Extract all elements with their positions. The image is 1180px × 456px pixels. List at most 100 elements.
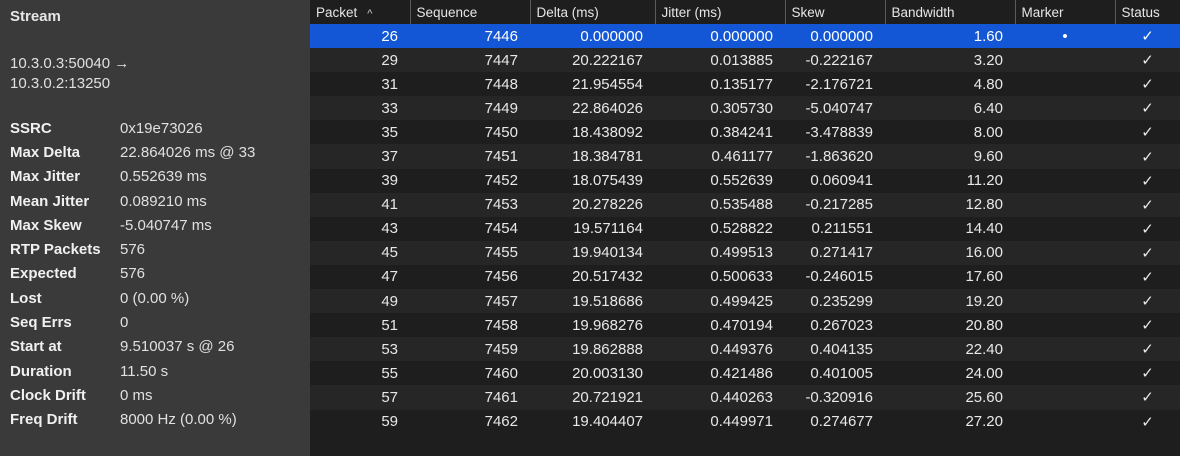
stat-value: 0 ms <box>120 386 153 404</box>
stream-panel-title: Stream <box>10 8 61 25</box>
stream-source-address: 10.3.0.3:50040 → <box>10 55 130 72</box>
cell-sequence: 7450 <box>484 123 518 141</box>
cell-delta: 21.954554 <box>572 75 643 93</box>
column-header-status[interactable]: Status <box>1114 0 1180 24</box>
cell-skew: 0.401005 <box>810 364 873 382</box>
cell-delta: 22.864026 <box>572 99 643 117</box>
table-row[interactable]: 35 7450 18.438092 0.384241 -3.478839 8.00 ✓ <box>310 120 1180 145</box>
cell-bandwidth: 3.20 <box>973 51 1003 69</box>
column-header-sequence[interactable]: Sequence <box>409 0 530 24</box>
table-row[interactable]: 49 7457 19.518686 0.499425 0.235299 19.20 ✓ <box>310 289 1180 314</box>
cell-delta: 19.518686 <box>572 292 643 310</box>
table-row[interactable]: 41 7453 20.278226 0.535488 -0.217285 12.80 ✓ <box>310 192 1180 217</box>
column-header-skew[interactable]: Skew <box>784 0 885 24</box>
cell-marker <box>1015 169 1115 193</box>
column-header-marker[interactable]: Marker <box>1014 0 1115 24</box>
stream-stats: SSRC 0x19e73026 Max Delta 22.864026 ms @ 33… <box>10 116 310 432</box>
cell-status: ✓ <box>1141 341 1154 359</box>
cell-jitter: 0.449376 <box>710 340 773 358</box>
cell-delta: 20.721921 <box>572 388 643 406</box>
stat-label: Clock Drift <box>10 386 86 404</box>
cell-bandwidth: 11.20 <box>966 172 1003 190</box>
cell-packet: 57 <box>381 388 398 406</box>
column-header-packet[interactable]: Packet ^ <box>316 4 373 20</box>
table-row[interactable]: 37 7451 18.384781 0.461177 -1.863620 9.60 ✓ <box>310 144 1180 169</box>
packet-table-container[interactable]: Packet ^ Sequence Delta (ms) Jitter (ms) … <box>310 0 1180 456</box>
cell-delta: 18.438092 <box>572 123 643 141</box>
stat-row: Max Jitter 0.552639 ms <box>10 165 310 189</box>
stat-label: Seq Errs <box>10 314 72 332</box>
column-header-jitter[interactable]: Jitter (ms) <box>654 0 785 24</box>
cell-packet: 59 <box>381 413 398 431</box>
stat-row: Freq Drift 8000 Hz (0.00 %) <box>10 408 310 432</box>
cell-status: ✓ <box>1141 76 1154 94</box>
stream-info-panel: Stream 10.3.0.3:50040 → 10.3.0.2:13250 S… <box>0 0 310 456</box>
cell-jitter: 0.440263 <box>710 388 773 406</box>
cell-delta: 18.384781 <box>572 148 643 166</box>
stat-row: Max Delta 22.864026 ms @ 33 <box>10 140 310 164</box>
table-row[interactable]: 45 7455 19.940134 0.499513 0.271417 16.00 ✓ <box>310 240 1180 265</box>
table-row[interactable]: 26 7446 0.000000 0.000000 0.000000 1.60 • ✓ <box>310 24 1180 49</box>
cell-jitter: 0.013885 <box>710 51 773 69</box>
cell-delta: 19.940134 <box>572 244 643 262</box>
cell-bandwidth: 16.00 <box>965 244 1003 262</box>
stat-row: Duration 11.50 s <box>10 359 310 383</box>
stat-label: Max Skew <box>10 216 82 234</box>
table-row[interactable]: 53 7459 19.862888 0.449376 0.404135 22.40 ✓ <box>310 337 1180 362</box>
cell-status: ✓ <box>1141 244 1154 262</box>
stat-value: 0 <box>120 314 129 332</box>
cell-packet: 33 <box>381 99 398 117</box>
stat-row: Max Skew -5.040747 ms <box>10 213 310 237</box>
column-header-bandwidth[interactable]: Bandwidth <box>884 0 1015 24</box>
cell-marker <box>1015 385 1115 409</box>
cell-bandwidth: 20.80 <box>965 316 1003 334</box>
table-row[interactable]: 51 7458 19.968276 0.470194 0.267023 20.80 ✓ <box>310 313 1180 338</box>
stat-value: 9.510037 s @ 26 <box>120 338 235 356</box>
table-row[interactable]: 43 7454 19.571164 0.528822 0.211551 14.40 ✓ <box>310 216 1180 241</box>
cell-sequence: 7456 <box>484 268 518 286</box>
cell-marker <box>1015 96 1115 120</box>
cell-status: ✓ <box>1141 28 1154 46</box>
cell-jitter: 0.499425 <box>710 292 773 310</box>
table-row[interactable]: 57 7461 20.721921 0.440263 -0.320916 25.60 ✓ <box>310 385 1180 410</box>
cell-sequence: 7454 <box>484 220 518 238</box>
stat-value: 11.50 s <box>120 362 169 380</box>
table-row[interactable]: 59 7462 19.404407 0.449971 0.274677 27.20 ✓ <box>310 409 1180 434</box>
packet-table-body: 26 7446 0.000000 0.000000 0.000000 1.60 • ✓ 29 74… <box>310 24 1180 434</box>
cell-sequence: 7457 <box>484 292 518 310</box>
cell-skew: 0.060941 <box>810 172 873 190</box>
cell-sequence: 7462 <box>484 413 518 431</box>
cell-bandwidth: 4.80 <box>973 75 1003 93</box>
table-row[interactable]: 29 7447 20.222167 0.013885 -0.222167 3.20 ✓ <box>310 48 1180 73</box>
stat-row: Lost 0 (0.00 %) <box>10 286 310 310</box>
cell-delta: 20.517432 <box>572 268 643 286</box>
cell-marker <box>1015 337 1115 361</box>
cell-sequence: 7448 <box>484 75 518 93</box>
stat-label: Max Jitter <box>10 168 81 186</box>
stat-value: 8000 Hz (0.00 %) <box>120 411 237 429</box>
cell-jitter: 0.305730 <box>710 99 773 117</box>
table-row[interactable]: 31 7448 21.954554 0.135177 -2.176721 4.80 ✓ <box>310 72 1180 97</box>
cell-packet: 31 <box>381 75 398 93</box>
cell-bandwidth: 6.40 <box>973 99 1003 117</box>
table-row[interactable]: 33 7449 22.864026 0.305730 -5.040747 6.40 ✓ <box>310 96 1180 121</box>
table-row[interactable]: 47 7456 20.517432 0.500633 -0.246015 17.60 ✓ <box>310 264 1180 290</box>
column-header-delta[interactable]: Delta (ms) <box>529 0 655 24</box>
stat-label: Mean Jitter <box>10 192 90 210</box>
cell-status: ✓ <box>1141 172 1154 190</box>
stat-label: Lost <box>10 289 42 307</box>
table-row[interactable]: 39 7452 18.075439 0.552639 0.060941 11.20 ✓ <box>310 168 1180 193</box>
cell-sequence: 7461 <box>484 388 518 406</box>
cell-sequence: 7453 <box>484 196 518 214</box>
cell-delta: 20.003130 <box>572 364 643 382</box>
table-row[interactable]: 55 7460 20.003130 0.421486 0.401005 24.00 ✓ <box>310 361 1180 386</box>
cell-skew: 0.235299 <box>810 292 873 310</box>
cell-sequence: 7449 <box>484 99 518 117</box>
cell-skew: -2.176721 <box>805 75 873 93</box>
cell-skew: -0.217285 <box>805 196 873 214</box>
cell-marker <box>1015 313 1115 337</box>
cell-delta: 19.968276 <box>572 316 643 334</box>
stat-label: Expected <box>10 265 77 283</box>
cell-jitter: 0.135177 <box>710 75 773 93</box>
packet-table[interactable]: Packet ^ Sequence Delta (ms) Jitter (ms) … <box>310 0 1180 434</box>
